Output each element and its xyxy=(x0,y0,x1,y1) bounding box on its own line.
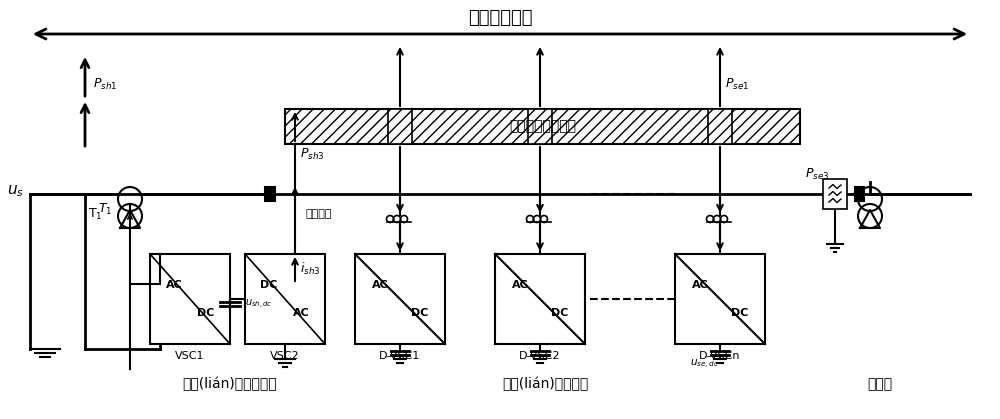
Text: AC: AC xyxy=(293,308,309,318)
Text: DC: DC xyxy=(411,308,428,318)
Text: 濾波器: 濾波器 xyxy=(867,377,893,391)
Text: $u_s$: $u_s$ xyxy=(7,183,23,199)
Bar xyxy=(855,187,864,201)
Text: 串聯(lián)側變換器: 串聯(lián)側變換器 xyxy=(502,377,588,391)
Text: 基波有功功率: 基波有功功率 xyxy=(468,9,532,27)
Bar xyxy=(355,254,445,344)
Text: DC: DC xyxy=(260,280,278,290)
Text: AC: AC xyxy=(166,280,182,290)
Text: $\mathrm{T_1}$: $\mathrm{T_1}$ xyxy=(88,207,102,222)
Bar xyxy=(708,109,732,144)
Bar xyxy=(285,109,800,144)
Text: $P_{se3}$: $P_{se3}$ xyxy=(805,166,829,181)
Text: $u_{sh,dc}$: $u_{sh,dc}$ xyxy=(245,297,273,310)
Text: VSC1: VSC1 xyxy=(175,351,205,361)
Bar xyxy=(823,179,847,209)
Text: $i_{sh3}$: $i_{sh3}$ xyxy=(300,261,320,277)
Text: DC: DC xyxy=(551,308,568,318)
Bar xyxy=(150,254,230,344)
Bar xyxy=(675,254,765,344)
Text: 并聯(lián)側變換器組: 并聯(lián)側變換器組 xyxy=(183,377,277,391)
Text: VSC2: VSC2 xyxy=(270,351,300,361)
Text: AC: AC xyxy=(692,280,709,290)
Text: 輸電線路: 輸電線路 xyxy=(305,209,332,219)
Text: $P_{sh1}$: $P_{sh1}$ xyxy=(93,76,117,91)
Bar xyxy=(245,254,325,344)
Bar xyxy=(265,187,275,201)
Bar xyxy=(388,109,412,144)
Text: D-VSC2: D-VSC2 xyxy=(519,351,561,361)
Text: $T_1$: $T_1$ xyxy=(98,202,112,217)
Text: AC: AC xyxy=(372,280,389,290)
Bar xyxy=(495,254,585,344)
Text: D-VSCn: D-VSCn xyxy=(699,351,741,361)
Bar xyxy=(528,109,552,144)
Text: AC: AC xyxy=(512,280,529,290)
Text: 三次諧波有功功率: 三次諧波有功功率 xyxy=(509,119,576,134)
Text: $u_{se,dc}$: $u_{se,dc}$ xyxy=(690,357,720,370)
Text: DC: DC xyxy=(197,308,215,318)
Text: $P_{se1}$: $P_{se1}$ xyxy=(725,76,749,91)
Text: D-VSC1: D-VSC1 xyxy=(379,351,421,361)
Text: $P_{sh3}$: $P_{sh3}$ xyxy=(300,147,325,162)
Text: DC: DC xyxy=(731,308,748,318)
